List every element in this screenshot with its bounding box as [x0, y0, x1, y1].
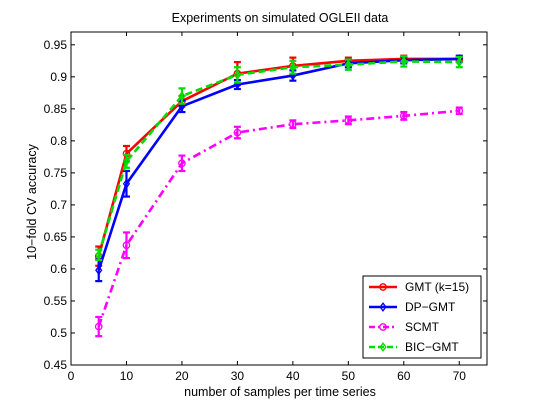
data-point: [455, 57, 463, 67]
y-tick-label: 0.5: [50, 326, 67, 340]
series-0: [94, 54, 464, 267]
series-line: [97, 60, 460, 256]
data-point: [399, 112, 408, 120]
legend-marker: [379, 283, 387, 291]
data-point: [289, 120, 297, 129]
y-axis-label: 10−fold CV accuracy: [25, 143, 39, 259]
legend-marker: [379, 302, 387, 312]
y-tick-label: 0.8: [50, 134, 67, 148]
series-1: [95, 54, 463, 283]
data-point: [95, 249, 103, 260]
data-point: [178, 91, 186, 101]
x-tick-label: 70: [453, 369, 467, 383]
data-point: [178, 159, 186, 168]
legend-label: SCMT: [405, 320, 440, 334]
data-point: [233, 70, 242, 80]
series-line: [97, 57, 460, 257]
legend-marker: [379, 323, 387, 331]
plot-area: [94, 54, 464, 338]
data-point: [400, 56, 408, 67]
data-point: [344, 59, 352, 70]
legend-label: GMT (k=15): [405, 280, 469, 294]
legend: GMT (k=15) DP−GMT SCMT BIC−GMT: [362, 275, 482, 359]
y-tick-label: 0.7: [50, 198, 67, 212]
data-point: [233, 128, 242, 137]
series-2: [94, 106, 464, 338]
y-tick-label: 0.75: [44, 166, 68, 180]
legend-marker: [379, 342, 387, 352]
data-point: [289, 62, 297, 73]
series-line: [97, 109, 460, 327]
data-point: [122, 178, 131, 189]
chart-title: Experiments on simulated OGLEII data: [172, 11, 389, 25]
y-tick-label: 0.45: [44, 358, 68, 372]
data-point: [122, 241, 131, 250]
y-tick-label: 0.9: [50, 70, 67, 84]
series-3: [95, 55, 463, 262]
x-tick-label: 50: [342, 369, 356, 383]
series-line: [97, 57, 460, 271]
legend-label: DP−GMT: [405, 300, 456, 314]
x-tick-label: 10: [120, 369, 134, 383]
data-point: [95, 265, 103, 276]
y-tick-label: 0.55: [44, 294, 68, 308]
y-tick-label: 0.95: [44, 38, 68, 52]
axes-box: [70, 31, 488, 366]
data-point: [344, 116, 353, 125]
x-axis-label: number of samples per time series: [184, 385, 376, 399]
x-tick-label: 20: [175, 369, 189, 383]
y-tick-label: 0.6: [50, 262, 67, 276]
data-point: [122, 156, 131, 167]
x-tick-label: 30: [231, 369, 245, 383]
data-point: [94, 322, 103, 331]
legend-label: BIC−GMT: [405, 340, 459, 354]
y-tick-label: 0.65: [44, 230, 68, 244]
x-tick-label: 40: [286, 369, 300, 383]
data-point: [455, 106, 464, 115]
data-point: [178, 101, 186, 112]
x-tick-label: 60: [397, 369, 411, 383]
x-tick-label: 0: [68, 369, 75, 383]
y-tick-label: 0.85: [44, 102, 68, 116]
axis-ticks: 0 10 20 30 40 50 60 70 0.45 0.5 0.55 0.6 0.65 0.7 0.75…: [44, 32, 487, 383]
